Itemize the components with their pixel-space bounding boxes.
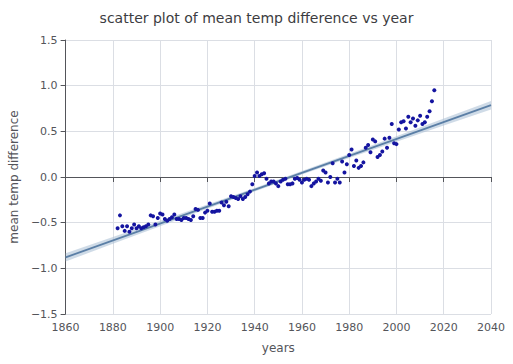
- svg-text:years: years: [262, 341, 295, 355]
- svg-text:1960: 1960: [288, 321, 316, 334]
- svg-text:1860: 1860: [52, 321, 80, 334]
- svg-text:1900: 1900: [146, 321, 174, 334]
- svg-text:−1.5: −1.5: [31, 308, 58, 321]
- svg-text:2040: 2040: [477, 321, 505, 334]
- svg-text:1880: 1880: [99, 321, 127, 334]
- svg-text:1980: 1980: [335, 321, 363, 334]
- svg-text:0.5: 0.5: [40, 125, 58, 138]
- svg-text:0.0: 0.0: [40, 171, 58, 184]
- svg-text:2000: 2000: [382, 321, 410, 334]
- svg-text:1.5: 1.5: [40, 34, 58, 47]
- svg-text:1.0: 1.0: [40, 79, 58, 92]
- svg-text:1940: 1940: [241, 321, 269, 334]
- svg-text:−0.5: −0.5: [31, 216, 58, 229]
- svg-text:1920: 1920: [193, 321, 221, 334]
- svg-text:2020: 2020: [430, 321, 458, 334]
- svg-text:−1.0: −1.0: [31, 262, 58, 275]
- svg-text:mean temp difference: mean temp difference: [7, 110, 21, 243]
- svg-text:scatter plot of mean temp diff: scatter plot of mean temp difference vs …: [100, 10, 414, 26]
